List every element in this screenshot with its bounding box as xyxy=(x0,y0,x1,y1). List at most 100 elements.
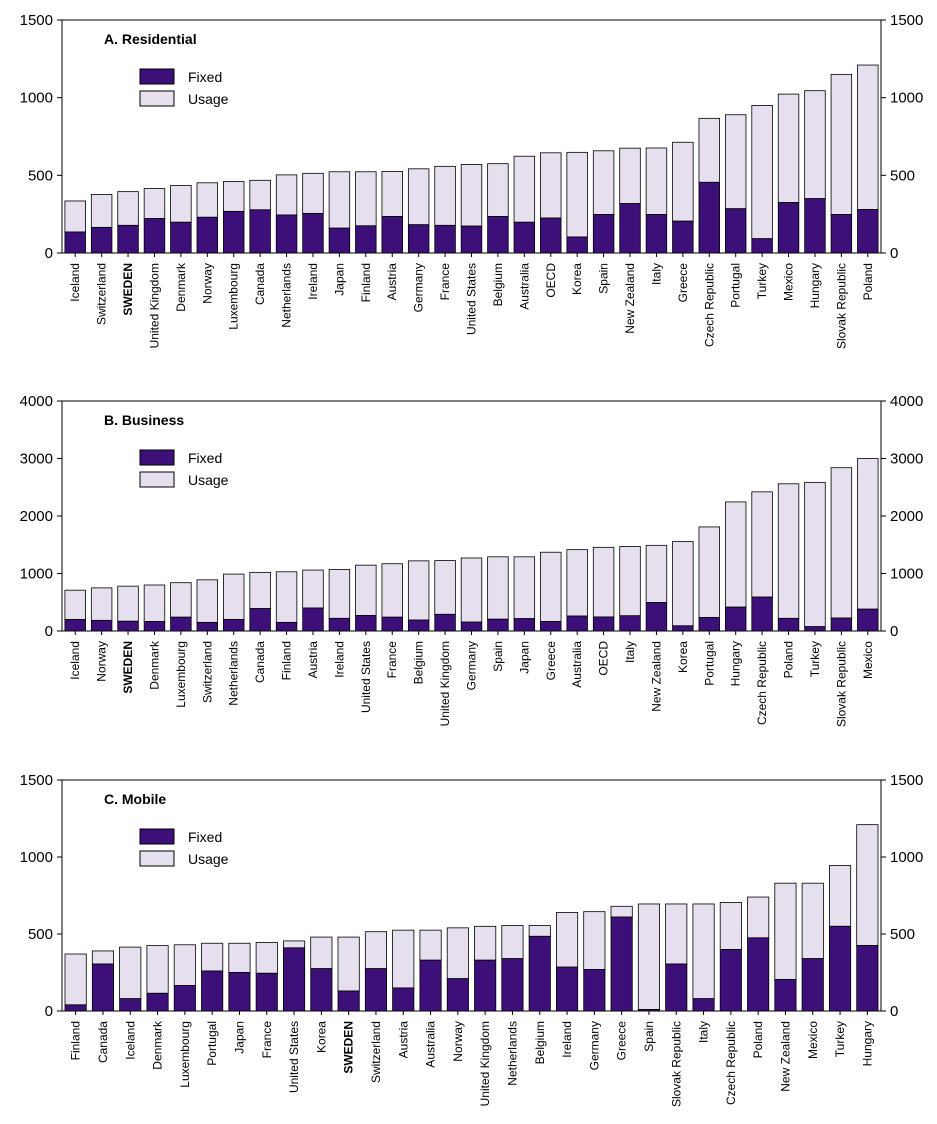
category-label: Luxembourg xyxy=(178,1021,192,1088)
category-label: Netherlands xyxy=(505,1021,519,1086)
category-label: Slovak Republic xyxy=(834,641,848,727)
category-label: Greece xyxy=(676,263,690,303)
bar-usage xyxy=(487,556,509,620)
bar-fixed xyxy=(143,621,166,632)
bar-fixed xyxy=(446,978,469,1012)
y-tick-label-right: 0 xyxy=(890,623,898,640)
category-label: SWEDEN xyxy=(342,1021,356,1074)
bar-usage xyxy=(460,557,483,623)
category-label: Iceland xyxy=(123,1021,137,1060)
bar-fixed xyxy=(487,618,509,632)
legend-swatch-usage xyxy=(139,471,175,488)
bar-usage xyxy=(724,501,747,608)
bar-fixed xyxy=(774,979,797,1012)
category-label: Poland xyxy=(861,263,875,300)
bar-usage xyxy=(223,573,245,620)
bar-fixed xyxy=(672,625,694,632)
bar-fixed xyxy=(64,1004,87,1012)
bar-fixed xyxy=(540,217,562,254)
panel-title: A. Residential xyxy=(104,31,197,47)
bar-fixed xyxy=(419,959,442,1012)
category-label: SWEDEN xyxy=(121,641,135,694)
bar-usage xyxy=(91,950,114,965)
bar-usage xyxy=(747,896,770,939)
bar-fixed xyxy=(856,945,879,1012)
bar-fixed xyxy=(170,616,192,632)
category-label: Poland xyxy=(782,641,796,678)
bar-fixed xyxy=(196,621,219,632)
panel-title: C. Mobile xyxy=(104,791,166,807)
bar-usage xyxy=(446,927,469,980)
bar-usage xyxy=(275,571,298,623)
bar-usage xyxy=(540,551,562,622)
bar-usage xyxy=(117,191,139,226)
bar-usage xyxy=(857,64,879,210)
bar-usage xyxy=(501,925,524,960)
bar-usage xyxy=(381,563,403,618)
bar-usage xyxy=(407,168,430,226)
bar-fixed xyxy=(275,621,298,632)
category-label: Belgium xyxy=(491,263,505,306)
bar-fixed xyxy=(407,619,430,632)
category-label: Switzerland xyxy=(200,641,214,703)
bar-usage xyxy=(328,569,351,619)
bar-fixed xyxy=(487,216,509,254)
bar-fixed xyxy=(434,224,456,254)
category-label: Mexico xyxy=(806,1021,820,1059)
bar-fixed xyxy=(698,617,720,632)
category-label: Italy xyxy=(697,1021,711,1043)
bar-fixed xyxy=(355,225,377,254)
bar-fixed xyxy=(460,621,483,632)
panel-title: B. Business xyxy=(104,412,184,428)
category-label: United States xyxy=(465,263,479,335)
category-label: Portugal xyxy=(205,1021,219,1066)
bar-fixed xyxy=(407,224,430,254)
bar-fixed xyxy=(381,616,403,632)
bar-fixed xyxy=(592,616,615,632)
category-label: Norway xyxy=(95,641,109,682)
category-label: Ireland xyxy=(306,263,320,300)
bar-usage xyxy=(255,942,278,974)
category-label: United Kingdom xyxy=(147,263,161,348)
category-label: Turkey xyxy=(808,641,822,677)
y-tick-label-left: 1500 xyxy=(20,12,53,29)
category-label: Germany xyxy=(412,263,426,312)
category-label: Australia xyxy=(517,263,531,310)
category-label: Iceland xyxy=(68,641,82,680)
legend-swatch-usage xyxy=(139,850,175,867)
category-label: Portugal xyxy=(729,263,743,308)
bar-usage xyxy=(146,945,169,994)
category-label: New Zealand xyxy=(623,263,637,334)
category-label: Czech Republic xyxy=(755,641,769,725)
bar-fixed xyxy=(724,606,747,632)
bar-usage xyxy=(645,147,668,215)
bar-fixed xyxy=(513,221,536,254)
bar-usage xyxy=(90,194,113,228)
category-label: Turkey xyxy=(833,1021,847,1057)
bar-fixed xyxy=(698,181,720,254)
business-panel: 0 0 1000 1000 2000 2000 3000 3000 4000 4000 Icelan… xyxy=(20,393,924,727)
category-label: Australia xyxy=(570,641,584,688)
y-tick-label-right: 1500 xyxy=(890,12,923,29)
bar-usage xyxy=(434,560,456,615)
y-tick-label-left: 1000 xyxy=(20,90,53,107)
bar-usage xyxy=(381,171,403,217)
bar-fixed xyxy=(64,619,86,632)
category-label: Hungary xyxy=(729,641,743,686)
category-label: Spain xyxy=(597,263,611,294)
bar-fixed xyxy=(275,214,298,254)
bar-usage xyxy=(392,929,415,989)
category-label: Norway xyxy=(200,263,214,304)
bar-usage xyxy=(143,188,166,219)
bar-usage xyxy=(777,483,800,619)
bar-usage xyxy=(719,902,742,950)
bar-usage xyxy=(592,150,615,215)
bar-usage xyxy=(751,491,773,598)
category-label: Greece xyxy=(544,641,558,681)
bar-usage xyxy=(540,152,562,219)
category-label: Japan xyxy=(517,641,531,674)
bar-fixed xyxy=(302,607,324,632)
category-label: Portugal xyxy=(702,641,716,686)
bar-fixed xyxy=(119,998,142,1012)
